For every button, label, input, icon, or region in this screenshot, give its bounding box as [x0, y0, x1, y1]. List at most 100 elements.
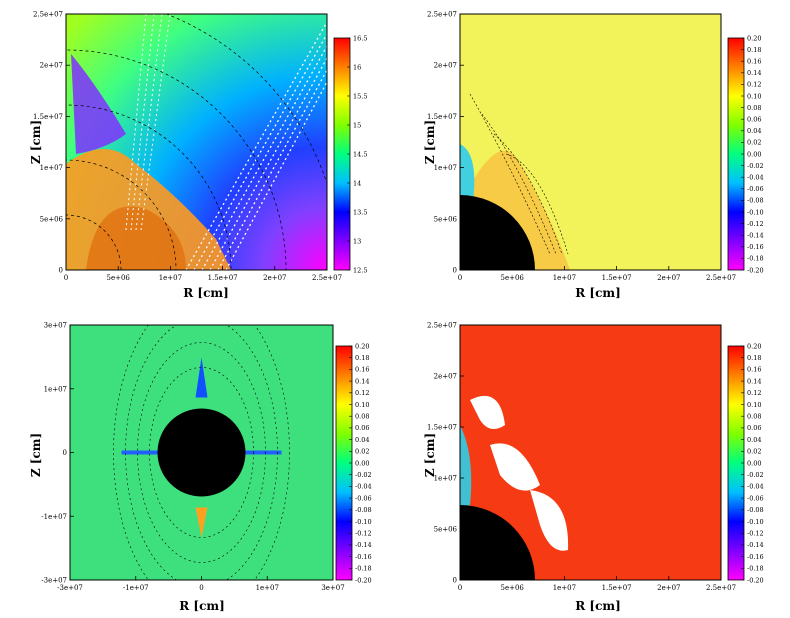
y-axis-label: Z [cm]	[423, 120, 437, 164]
colorbar-tick-label: -0.20	[355, 576, 372, 584]
colorbar-tick-label: 0.04	[747, 127, 761, 135]
x-tick-label: 1e+07	[159, 274, 182, 282]
colorbar-tick-label: 12.5	[353, 266, 367, 274]
x-tick-label: 2e+07	[657, 274, 680, 282]
colorbar-tick-label: 0.08	[747, 413, 761, 421]
white-region	[470, 395, 505, 429]
colorbar-tick-label: 0.20	[747, 342, 761, 350]
contour-line	[137, 342, 266, 563]
x-ticks: 0 5e+06 1e+07 1.5e+07 2e+07 2.5e+07	[458, 266, 736, 282]
colorbar-tick-label: 0.20	[355, 342, 369, 350]
y-tick-label: 1e+07	[434, 475, 457, 483]
x-tick-label: 2e+07	[263, 274, 286, 282]
panel-top-right: 0 5e+06 1e+07 1.5e+07 2e+07 2.5e+07 0 5e+06 1e+…	[423, 11, 764, 301]
y-tick-label: 5e+06	[40, 215, 64, 223]
x-tick-label: 1e+07	[553, 584, 576, 592]
perturbation-region	[460, 425, 472, 510]
colorbar-tick-label: 0.00	[747, 150, 761, 158]
panel-bottom-right: 0 5e+06 1e+07 1.5e+07 2e+07 2.5e+07 0 5e+06 1e+…	[423, 322, 764, 614]
axes-border	[65, 13, 328, 271]
x-ticks: 0 5e+06 1e+07 1.5e+07 2e+07 2.5e+07	[458, 576, 736, 592]
colorbar-tick-label: 13.5	[353, 208, 367, 216]
colorbar-tick-label: -0.14	[747, 541, 764, 549]
colorbar-tick-label: 0.10	[747, 401, 761, 409]
x-tick-label: 2.5e+07	[706, 584, 736, 592]
colorbar-tick-label: -0.02	[747, 162, 764, 170]
overlay	[66, 14, 327, 270]
x-tick-label: 5e+06	[501, 274, 525, 282]
velocity-vector	[225, 81, 327, 270]
colorbar-tick-label: 0.12	[747, 81, 761, 89]
y-axis-label: Z [cm]	[29, 433, 43, 477]
contour-line	[125, 325, 278, 580]
y-tick-label: 0	[453, 267, 457, 275]
x-tick-label: -1e+07	[123, 584, 149, 592]
central-mask	[460, 195, 535, 270]
contour-line	[493, 133, 563, 255]
x-tick-label: -3e+07	[57, 584, 83, 592]
x-axis-label: R [cm]	[575, 286, 621, 300]
colorbar-tick-label: 0.08	[355, 413, 369, 421]
colorbar-tick-label: 0.06	[747, 116, 761, 124]
plot-frame	[459, 324, 722, 581]
y-tick-label: -3e+07	[41, 577, 67, 585]
x-tick-label: 2.5e+07	[706, 274, 736, 282]
x-tick-label: 1.5e+07	[602, 274, 632, 282]
colorbar-tick-label: -0.08	[747, 506, 764, 514]
x-tick-label: 5e+06	[501, 584, 525, 592]
y-tick-label: 0	[453, 577, 457, 585]
colorbar-tick-label: 0.06	[355, 424, 369, 432]
contour-line	[481, 113, 557, 255]
colorbar-tick-label: -0.08	[355, 506, 372, 514]
colorbar-tick-label: 0.06	[747, 424, 761, 432]
colorbar-tick-label: -0.14	[355, 541, 372, 549]
x-tick-label: 0	[458, 274, 462, 282]
colorbar-tick-label: 14.5	[353, 150, 367, 158]
y-tick-label: 3e+07	[44, 322, 67, 330]
colorbar-tick-label: 13	[353, 237, 361, 245]
colorbar-tick-label: 0.04	[747, 436, 761, 444]
velocity-vector	[125, 14, 147, 231]
colorbar-tick-label: 0.12	[747, 389, 761, 397]
y-tick-label: 5e+06	[434, 526, 458, 534]
panel-top-left: 0 5e+06 1e+07 1.5e+07 2e+07 2.5e+07 0 5e+06 1e+…	[29, 11, 367, 301]
colorbar-tick-label: 0.10	[747, 92, 761, 100]
colorbar-tick-label: 0.20	[747, 34, 761, 42]
colorbar-tick-label: -0.04	[747, 483, 764, 491]
x-tick-label: 1.5e+07	[208, 274, 238, 282]
colorbar-tick-label: 14	[353, 179, 361, 187]
y-tick-label: 1e+07	[434, 164, 457, 172]
x-tick-label: 2e+07	[657, 584, 680, 592]
colorbar: 16.5 16 15.5 15 14.5 14 13.5 13 12.5	[333, 34, 367, 274]
heatmap-field	[66, 14, 327, 270]
polar-feature	[195, 357, 208, 398]
colorbar-tick-label: 0.04	[355, 436, 369, 444]
x-ticks: 0 5e+06 1e+07 1.5e+07 2e+07 2.5e+07	[64, 266, 342, 282]
colorbar-tick-label: -0.12	[747, 530, 764, 538]
colorbar-tick-label: -0.10	[747, 208, 764, 216]
colorbar-tick-label: 0.02	[747, 448, 761, 456]
colorbar-tick-label: -0.10	[355, 518, 372, 526]
x-tick-label: 1e+07	[256, 584, 279, 592]
colorbar-tick-label: 0.14	[747, 377, 761, 385]
colorbar-tick-label: 0.16	[747, 58, 761, 66]
x-tick-label: 0	[199, 584, 203, 592]
velocity-vector	[135, 14, 163, 231]
polar-feature	[195, 507, 208, 538]
colorbar-tick-label: -0.18	[747, 565, 764, 573]
white-region	[530, 490, 569, 551]
y-tick-label: 2e+07	[40, 62, 63, 70]
overlay	[113, 325, 290, 580]
colorbar-tick-label: -0.16	[747, 553, 764, 561]
y-ticks: 0 5e+06 1e+07 1.5e+07 2e+07 2.5e+07	[33, 11, 70, 275]
velocity-vector	[130, 14, 155, 231]
y-tick-label: 1.5e+07	[427, 424, 457, 432]
x-axis-label: R [cm]	[179, 599, 225, 613]
y-tick-label: 0	[63, 449, 67, 457]
axes-border	[459, 324, 722, 581]
colorbar-tick-label: -0.04	[355, 483, 372, 491]
colorbar-tick-label: -0.04	[747, 174, 764, 182]
central-mask	[157, 408, 246, 497]
colorbar-tick-label: 0.10	[355, 401, 369, 409]
